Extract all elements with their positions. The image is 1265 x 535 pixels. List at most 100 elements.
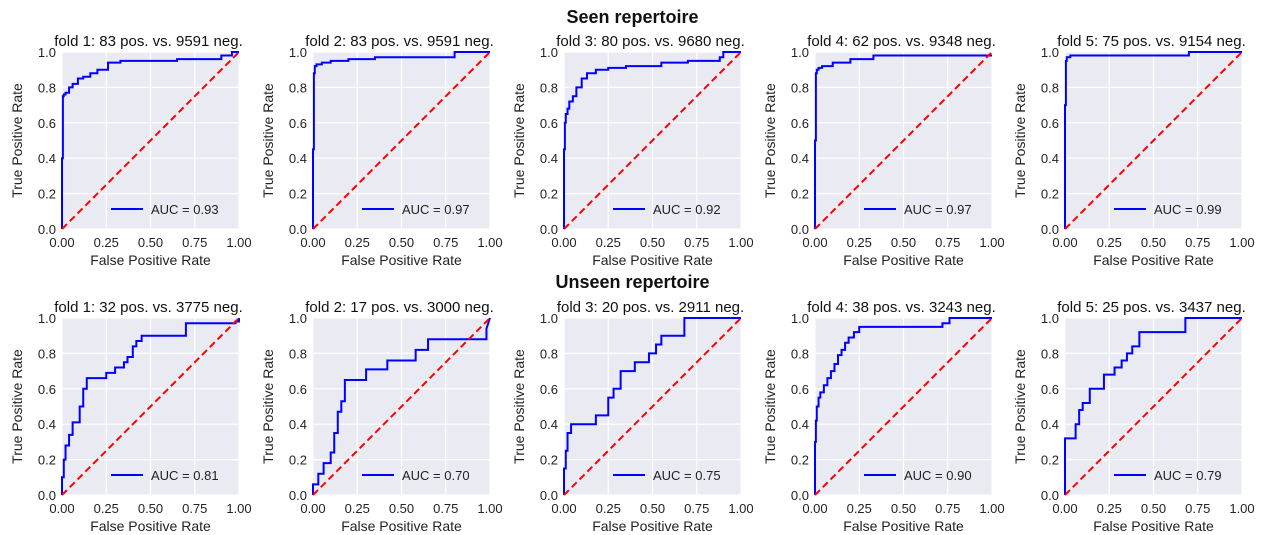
y-tick-label: 0.4 [540, 151, 558, 166]
x-tick-label: 1.00 [226, 501, 251, 516]
legend-label: AUC = 0.75 [653, 468, 721, 483]
row-title-seen: Seen repertoire [566, 7, 699, 27]
chance-diagonal-line [563, 317, 742, 496]
x-tick-label: 1.00 [226, 235, 251, 250]
x-tick-label: 0.25 [1097, 235, 1122, 250]
x-tick-label: 0.75 [684, 235, 709, 250]
roc-curve-line [61, 51, 239, 229]
y-tick-label: 0.0 [1041, 222, 1059, 237]
panel-title: fold 1: 32 pos. vs. 3775 neg. [54, 299, 242, 316]
x-tick-label: 0.25 [94, 501, 119, 516]
x-tick-label: 0.00 [49, 501, 74, 516]
x-tick-label: 0.75 [433, 501, 458, 516]
x-axis-label: False Positive Rate [90, 252, 211, 268]
y-axis-label: True Positive Rate [1012, 349, 1028, 464]
x-tick-label: 0.00 [802, 235, 827, 250]
panel-title: fold 4: 38 pos. vs. 3243 neg. [807, 299, 995, 316]
x-tick-label: 0.75 [1185, 501, 1210, 516]
y-tick-label: 1.0 [791, 45, 809, 60]
legend-label: AUC = 0.81 [151, 468, 219, 483]
roc-panel-unseen-fold-3: 0.00 0.25 0.50 0.75 1.00 0.0 0.2 0.4 0.6 0.8 1.0 AU… [511, 299, 754, 534]
y-tick-label: 0.6 [791, 116, 809, 131]
y-tick-label: 0.0 [540, 222, 558, 237]
roc-curve-line [61, 318, 240, 495]
legend-label: AUC = 0.97 [402, 202, 470, 217]
y-axis-label: True Positive Rate [260, 83, 276, 198]
legend-label: AUC = 0.90 [904, 468, 972, 483]
x-axis-label: False Positive Rate [843, 518, 964, 534]
x-tick-label: 0.00 [49, 235, 74, 250]
x-tick-label: 0.50 [1141, 501, 1166, 516]
y-tick-label: 0.2 [289, 187, 307, 202]
roc-panel-seen-fold-2: 0.00 0.25 0.50 0.75 1.00 0.0 0.2 0.4 0.6 0.8 1.0 AU… [260, 33, 503, 268]
x-tick-label: 1.00 [477, 235, 502, 250]
y-tick-label: 0.8 [1041, 346, 1059, 361]
y-tick-label: 0.8 [38, 346, 56, 361]
y-tick-label: 1.0 [540, 311, 558, 326]
y-tick-label: 1.0 [289, 311, 307, 326]
x-tick-label: 0.25 [596, 235, 621, 250]
x-tick-label: 0.50 [389, 235, 414, 250]
y-tick-label: 0.2 [540, 453, 558, 468]
roc-panel-unseen-fold-5: 0.00 0.25 0.50 0.75 1.00 0.0 0.2 0.4 0.6 0.8 1.0 AU… [1012, 299, 1255, 534]
y-axis-label: True Positive Rate [260, 349, 276, 464]
y-tick-label: 0.0 [1041, 488, 1059, 503]
y-tick-label: 0.6 [1041, 116, 1059, 131]
roc-panel-seen-fold-4: 0.00 0.25 0.50 0.75 1.00 0.0 0.2 0.4 0.6 0.8 1.0 AU… [762, 33, 1005, 268]
y-tick-label: 0.4 [289, 417, 307, 432]
roc-panel-seen-fold-3: 0.00 0.25 0.50 0.75 1.00 0.0 0.2 0.4 0.6 0.8 1.0 AU… [511, 33, 754, 268]
x-axis-label: False Positive Rate [1093, 252, 1214, 268]
roc-panel-unseen-fold-2: 0.00 0.25 0.50 0.75 1.00 0.0 0.2 0.4 0.6 0.8 1.0 AU… [260, 299, 503, 534]
x-tick-label: 0.00 [551, 235, 576, 250]
y-tick-label: 0.8 [791, 80, 809, 95]
x-tick-label: 0.75 [182, 235, 207, 250]
y-tick-label: 1.0 [289, 45, 307, 60]
x-tick-label: 0.50 [640, 501, 665, 516]
panel-title: fold 4: 62 pos. vs. 9348 neg. [807, 33, 995, 50]
roc-curve-line [563, 317, 741, 495]
y-tick-label: 0.0 [791, 488, 809, 503]
legend-label: AUC = 0.79 [1154, 468, 1222, 483]
chance-diagonal-line [814, 317, 993, 496]
y-tick-label: 1.0 [38, 45, 56, 60]
roc-curve-line [814, 317, 992, 495]
roc-curve-line [1064, 317, 1242, 495]
roc-curve-line [312, 317, 491, 495]
y-tick-label: 0.4 [791, 417, 809, 432]
roc-panel-seen-fold-1: 0.00 0.25 0.50 0.75 1.00 0.0 0.2 0.4 0.6 0.8 1.0 AU… [9, 33, 252, 268]
x-tick-label: 0.25 [847, 235, 872, 250]
y-tick-label: 0.2 [1041, 187, 1059, 202]
y-tick-label: 1.0 [791, 311, 809, 326]
x-tick-label: 0.50 [640, 235, 665, 250]
x-tick-label: 0.00 [1052, 501, 1077, 516]
chance-diagonal-line [61, 317, 240, 496]
y-tick-label: 0.4 [540, 417, 558, 432]
x-tick-label: 0.00 [300, 235, 325, 250]
panel-title: fold 1: 83 pos. vs. 9591 neg. [54, 33, 242, 50]
x-axis-label: False Positive Rate [1093, 518, 1214, 534]
y-tick-label: 0.2 [791, 187, 809, 202]
panel-title: fold 3: 20 pos. vs. 2911 neg. [557, 299, 744, 316]
panel-title: fold 2: 83 pos. vs. 9591 neg. [305, 33, 493, 50]
y-tick-label: 0.4 [38, 151, 56, 166]
y-tick-label: 0.0 [540, 488, 558, 503]
x-tick-label: 0.25 [345, 501, 370, 516]
y-axis-label: True Positive Rate [762, 83, 778, 198]
row-title-unseen: Unseen repertoire [555, 272, 710, 292]
roc-panel-seen-fold-5: 0.00 0.25 0.50 0.75 1.00 0.0 0.2 0.4 0.6 0.8 1.0 AU… [1012, 33, 1255, 268]
x-tick-label: 1.00 [979, 501, 1004, 516]
y-tick-label: 0.6 [289, 382, 307, 397]
x-tick-label: 0.25 [345, 235, 370, 250]
x-tick-label: 1.00 [1229, 501, 1254, 516]
x-tick-label: 0.75 [935, 501, 960, 516]
x-axis-label: False Positive Rate [341, 252, 462, 268]
x-tick-label: 1.00 [979, 235, 1004, 250]
x-tick-label: 0.25 [1097, 501, 1122, 516]
y-tick-label: 0.8 [540, 80, 558, 95]
legend-label: AUC = 0.93 [151, 202, 219, 217]
x-tick-label: 0.75 [433, 235, 458, 250]
x-axis-label: False Positive Rate [90, 518, 211, 534]
panel-title: fold 3: 80 pos. vs. 9680 neg. [556, 33, 744, 50]
y-tick-label: 0.0 [289, 222, 307, 237]
